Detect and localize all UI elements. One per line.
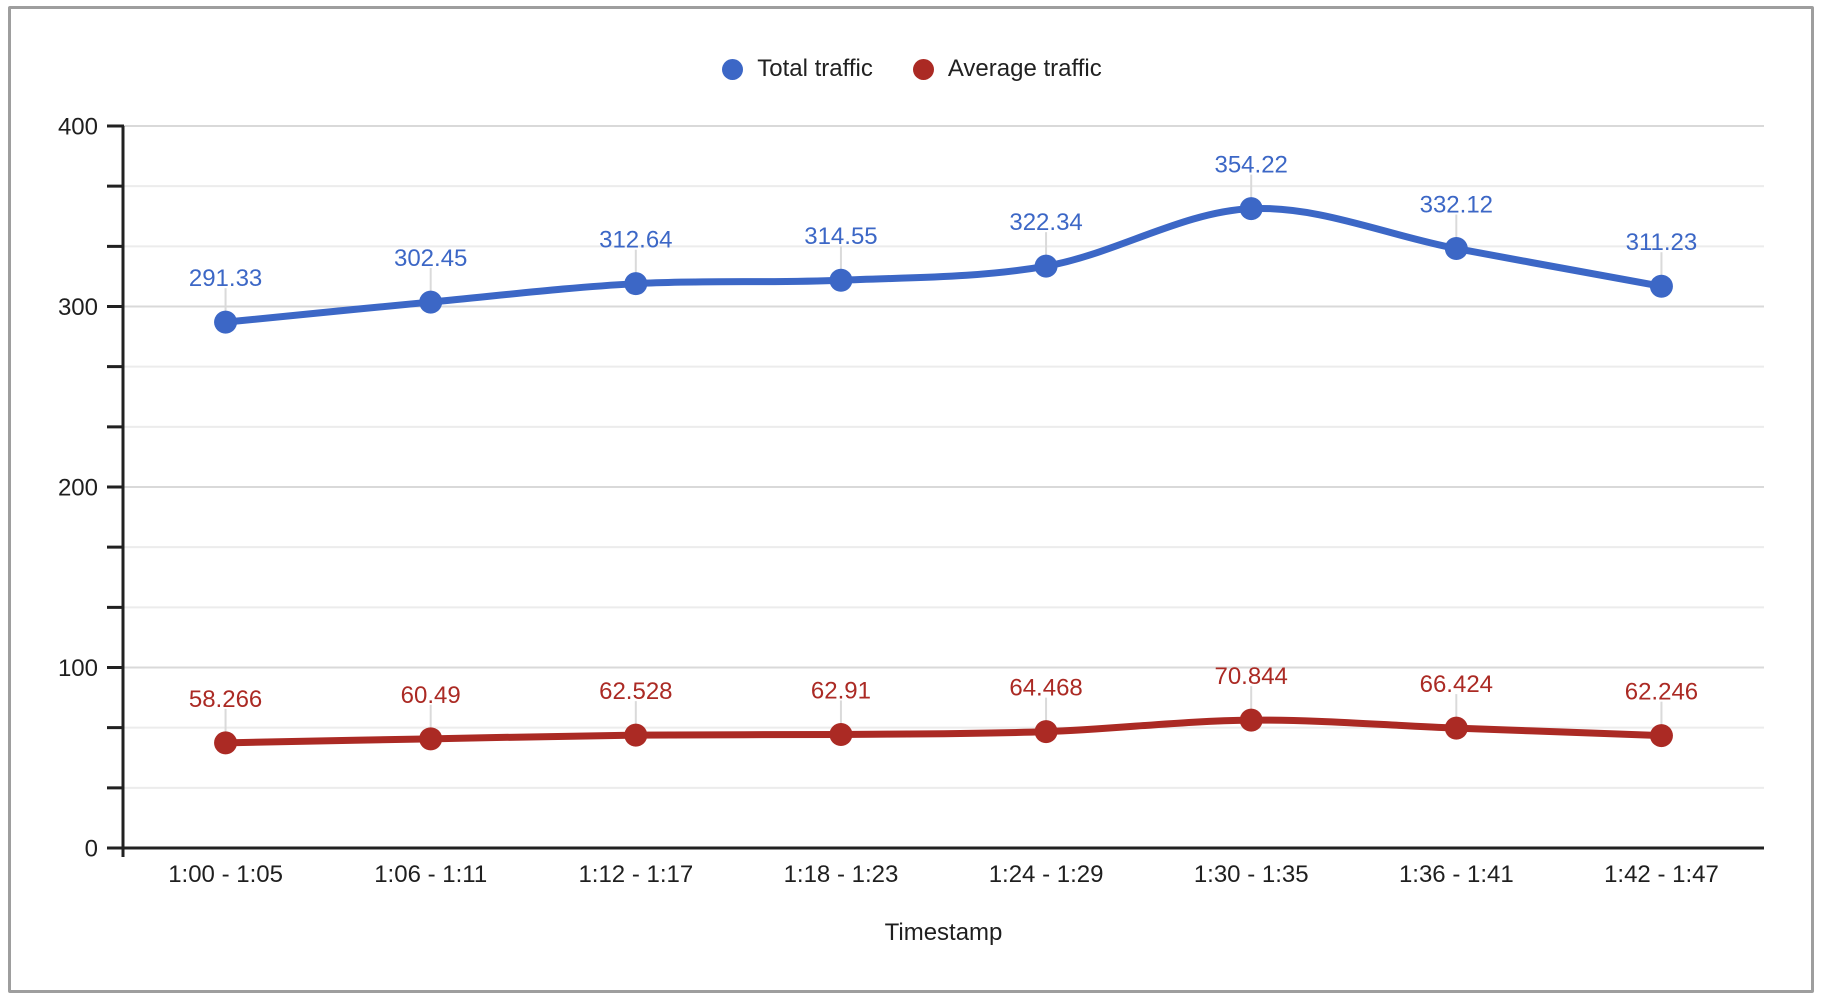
legend-swatch-average-traffic-icon [912,58,934,80]
x-tick-label: 1:12 - 1:17 [578,861,693,888]
data-point-marker-total-traffic[interactable] [1034,254,1058,278]
legend-swatch-total-traffic-icon [722,58,744,80]
series-line-average-traffic [222,716,1665,747]
data-point-label-average-traffic: 64.468 [1009,675,1082,702]
data-point-label-total-traffic: 314.55 [804,223,877,250]
data-point-marker-average-traffic[interactable] [1649,724,1673,748]
data-point-label-total-traffic: 354.22 [1214,152,1287,179]
x-axis-title: Timestamp [885,919,1003,946]
data-point-marker-average-traffic[interactable] [829,722,853,746]
data-point-marker-total-traffic[interactable] [1444,237,1468,261]
data-point-label-average-traffic: 66.424 [1420,671,1493,698]
chart-legend: Total traffic Average traffic [0,52,1824,86]
data-point-label-total-traffic: 291.33 [189,265,262,292]
data-point-marker-average-traffic[interactable] [624,723,648,747]
y-tick-label: 100 [58,655,98,682]
legend-label-average-traffic: Average traffic [947,55,1102,82]
y-tick-label: 0 [85,836,98,863]
data-point-marker-total-traffic[interactable] [214,310,238,334]
x-tick-label: 1:30 - 1:35 [1194,861,1309,888]
data-point-label-total-traffic: 311.23 [1626,229,1698,256]
x-tick-label: 1:36 - 1:41 [1399,861,1514,888]
x-tick-label: 1:00 - 1:05 [168,861,283,888]
data-point-label-average-traffic: 62.528 [599,678,672,705]
data-point-marker-average-traffic[interactable] [419,727,443,751]
legend-item-average-traffic[interactable]: Average traffic [912,55,1102,83]
data-point-marker-total-traffic[interactable] [1649,274,1673,298]
data-point-label-total-traffic: 302.45 [394,245,467,272]
y-tick-label: 400 [58,114,98,141]
data-point-label-average-traffic: 60.49 [401,682,461,709]
x-tick-label: 1:06 - 1:11 [374,861,487,888]
data-point-label-total-traffic: 332.12 [1420,192,1493,219]
x-tick-label: 1:24 - 1:29 [989,861,1104,888]
data-point-marker-total-traffic[interactable] [419,290,443,314]
y-tick-label: 200 [58,475,98,502]
data-point-label-total-traffic: 312.64 [599,227,672,254]
y-tick-label: 300 [58,294,98,321]
data-point-marker-average-traffic[interactable] [1034,720,1058,744]
data-point-marker-total-traffic[interactable] [829,268,853,292]
data-point-label-average-traffic: 70.844 [1214,663,1287,690]
data-point-label-total-traffic: 322.34 [1009,209,1082,236]
chart-frame [8,6,1814,993]
data-point-marker-average-traffic[interactable] [214,731,238,755]
legend-label-total-traffic: Total traffic [757,55,873,82]
data-point-marker-average-traffic[interactable] [1239,708,1263,732]
series-line-total-traffic [222,204,1665,326]
data-point-marker-total-traffic[interactable] [1239,197,1263,221]
data-point-marker-average-traffic[interactable] [1444,716,1468,740]
legend-item-total-traffic[interactable]: Total traffic [722,55,873,83]
data-point-label-average-traffic: 62.246 [1625,679,1698,706]
data-point-label-average-traffic: 62.91 [811,677,871,704]
data-point-label-average-traffic: 58.266 [189,686,262,713]
x-tick-label: 1:42 - 1:47 [1604,861,1719,888]
data-point-marker-total-traffic[interactable] [624,272,648,296]
x-tick-label: 1:18 - 1:23 [784,861,899,888]
